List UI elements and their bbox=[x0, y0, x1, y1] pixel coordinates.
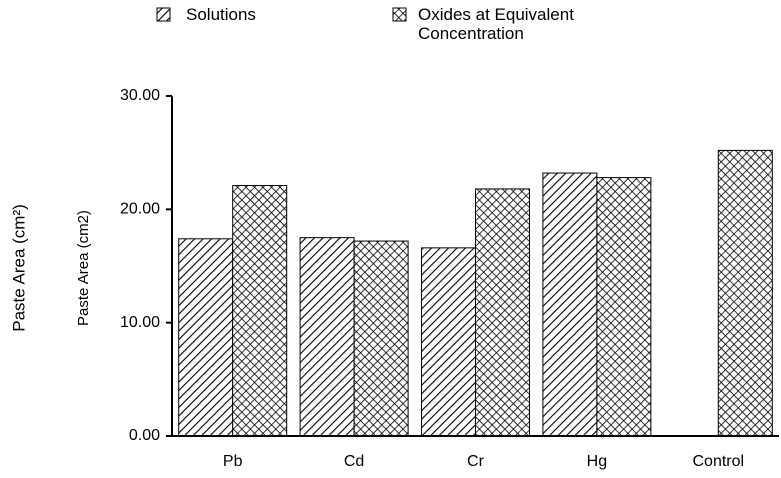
legend-swatch bbox=[156, 7, 171, 22]
y-tick-label: 20.00 bbox=[120, 201, 160, 218]
bar bbox=[542, 172, 598, 437]
y-tick-label: 10.00 bbox=[120, 314, 160, 331]
bar bbox=[475, 188, 530, 437]
x-tick-label: Cr bbox=[467, 453, 485, 470]
x-tick-label: Hg bbox=[587, 453, 607, 470]
legend-label: Oxides at Equivalent Concentration bbox=[418, 5, 574, 43]
bar bbox=[299, 237, 355, 437]
bar bbox=[717, 149, 773, 437]
y-axis-title-outer: Paste Area (cm²) bbox=[9, 204, 28, 332]
y-tick-label: 30.00 bbox=[120, 87, 160, 104]
bar bbox=[596, 177, 652, 437]
x-tick-label: Cd bbox=[344, 453, 364, 470]
y-axis-title: Paste Area (cm2) bbox=[75, 210, 92, 326]
legend-label: Solutions bbox=[186, 5, 256, 24]
x-tick-label: Control bbox=[693, 453, 745, 470]
x-tick-label: Pb bbox=[223, 453, 243, 470]
bar bbox=[421, 247, 476, 437]
y-tick-label: 0.00 bbox=[129, 427, 160, 444]
legend-swatch bbox=[392, 7, 407, 22]
bar bbox=[353, 240, 409, 437]
bar bbox=[232, 185, 288, 437]
bar bbox=[178, 238, 234, 437]
